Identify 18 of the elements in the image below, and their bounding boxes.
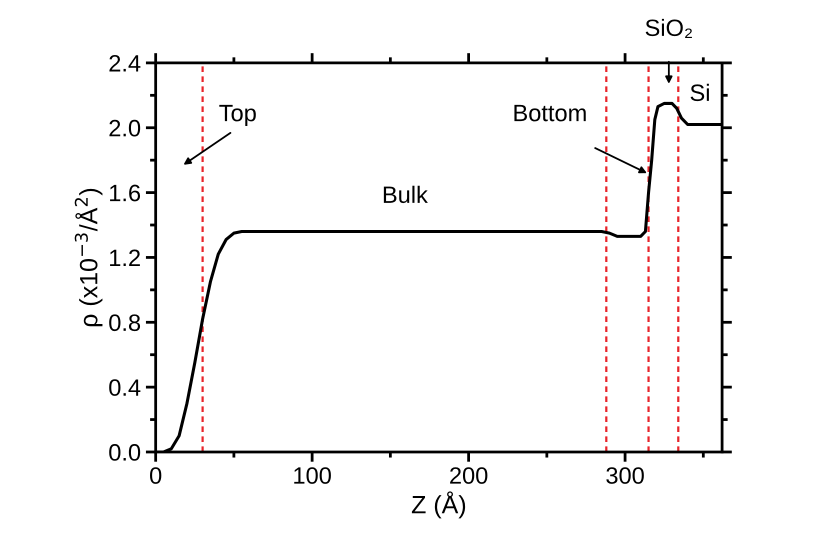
y-tick-label: 0.8 [109,314,140,332]
y-tick-label: 1.6 [110,184,140,202]
annotation: Bulk [384,186,428,204]
text: SiO₂ [646,18,692,38]
annotation: Bottom [514,104,586,122]
annotation: Top [219,104,256,126]
x-axis-title: Z (Å) [412,491,466,518]
y-tick-label: 2.4 [109,54,140,72]
annotation: Si [690,84,709,102]
x-tick-label: 300 [606,467,644,484]
y-tick-label: 0.4 [109,379,140,396]
x-tick-label: 0 [150,467,162,484]
x-tick-label: 100 [294,467,331,484]
y-tick-label: 1.2 [110,250,140,266]
y-axis-title: ρ (x10$^{−3}$/Å$^{2}$) [74,188,102,326]
y-tick-label: 0.0 [109,444,140,461]
x-tick-label: 200 [450,467,488,484]
y-tick-label: 2.0 [109,120,140,137]
